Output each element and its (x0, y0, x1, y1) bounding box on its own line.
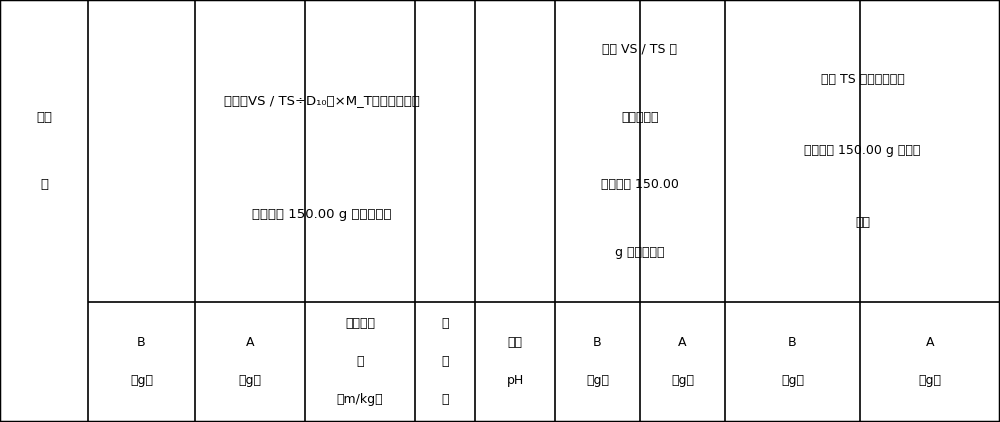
Text: B: B (593, 336, 602, 349)
Text: 基于 VS / TS 的: 基于 VS / TS 的 (602, 43, 678, 56)
Text: A: A (678, 336, 687, 349)
Text: 阻: 阻 (356, 355, 364, 368)
Text: （g）: （g） (781, 374, 804, 387)
Text: B: B (788, 336, 797, 349)
Text: 基于（VS / TS÷D₁₀）×M_T的试剂添加量: 基于（VS / TS÷D₁₀）×M_T的试剂添加量 (224, 94, 419, 107)
Text: （调理每 150.00: （调理每 150.00 (601, 178, 679, 191)
Text: 基于 TS 的试剂添加量: 基于 TS 的试剂添加量 (821, 73, 904, 86)
Text: pH: pH (506, 374, 524, 387)
Text: 试剂添加量: 试剂添加量 (621, 111, 659, 124)
Text: 需）: 需） (855, 216, 870, 229)
Text: 号: 号 (40, 178, 48, 191)
Text: B: B (137, 336, 146, 349)
Text: （m/kg）: （m/kg） (337, 393, 383, 406)
Text: 调理后比: 调理后比 (345, 317, 375, 330)
Text: 是: 是 (441, 317, 449, 330)
Text: 否: 否 (441, 355, 449, 368)
Text: A: A (246, 336, 254, 349)
Text: 滤液: 滤液 (508, 336, 522, 349)
Text: （g）: （g） (130, 374, 153, 387)
Text: 样品: 样品 (36, 111, 52, 124)
Text: （g）: （g） (671, 374, 694, 387)
Text: （g）: （g） (918, 374, 941, 387)
Text: A: A (926, 336, 934, 349)
Text: g 泥浆所需）: g 泥浆所需） (615, 246, 665, 259)
Text: （调理每 150.00 g 泥浆所: （调理每 150.00 g 泥浆所 (804, 144, 921, 157)
Text: （g）: （g） (239, 374, 262, 387)
Text: （g）: （g） (586, 374, 609, 387)
Text: （调理每 150.00 g 泥浆所需）: （调理每 150.00 g 泥浆所需） (252, 208, 391, 221)
Text: 达: 达 (441, 393, 449, 406)
